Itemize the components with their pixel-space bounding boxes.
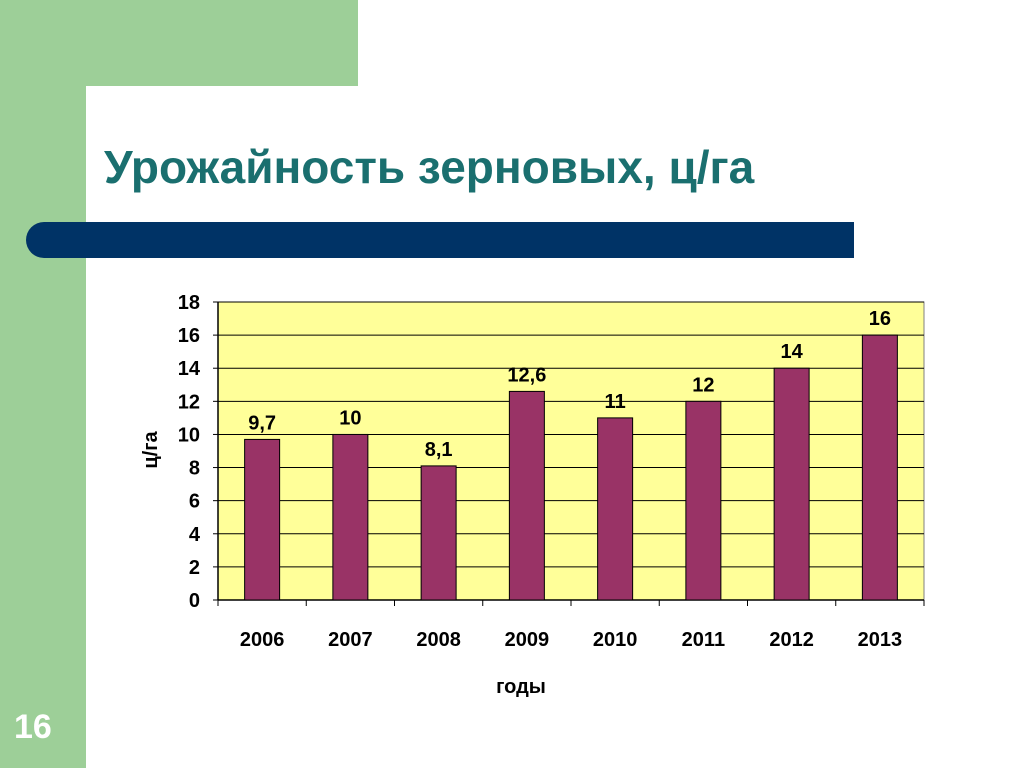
bar <box>420 465 457 601</box>
bar <box>685 400 722 601</box>
x-tick-label: 2010 <box>593 629 638 651</box>
slide-number: 16 <box>14 708 52 746</box>
slide-title: Урожайность зерновых, ц/га <box>104 141 755 193</box>
data-label: 12,6 <box>507 364 546 386</box>
data-label: 10 <box>339 407 361 429</box>
data-label: 12 <box>692 374 714 396</box>
y-tick-label: 2 <box>189 557 200 579</box>
bar <box>597 417 634 601</box>
background-green-band-left <box>0 0 86 768</box>
bar <box>508 390 545 601</box>
bar <box>244 438 281 601</box>
bar <box>773 367 810 601</box>
y-tick-label: 6 <box>189 491 200 513</box>
y-axis-label: ц/га <box>140 430 162 468</box>
title-underline-bar <box>26 222 854 258</box>
x-tick-label: 2011 <box>682 629 725 651</box>
y-tick-label: 12 <box>178 391 200 413</box>
x-tick-label: 2006 <box>240 629 285 651</box>
x-tick-label: 2007 <box>328 629 373 651</box>
x-tick-label: 2009 <box>505 629 550 651</box>
bar <box>861 334 898 601</box>
y-tick-label: 0 <box>189 590 200 612</box>
x-tick-label: 2008 <box>416 629 461 651</box>
y-tick-label: 8 <box>189 458 200 480</box>
x-tick-label: 2012 <box>769 629 814 651</box>
plot-area <box>217 301 925 601</box>
data-label: 8,1 <box>425 439 453 461</box>
data-label: 16 <box>869 308 891 330</box>
background-green-band-top <box>0 0 358 86</box>
bar <box>332 433 369 601</box>
y-tick-label: 10 <box>178 424 200 446</box>
y-tick-label: 4 <box>189 524 201 546</box>
data-label: 9,7 <box>248 412 276 434</box>
data-label: 11 <box>605 391 626 413</box>
y-tick-label: 18 <box>178 292 200 314</box>
x-tick-label: 2013 <box>858 629 903 651</box>
data-label: 14 <box>781 341 804 363</box>
y-tick-label: 14 <box>178 358 201 380</box>
x-axis-label: годы <box>496 676 546 698</box>
y-tick-label: 16 <box>178 325 200 347</box>
